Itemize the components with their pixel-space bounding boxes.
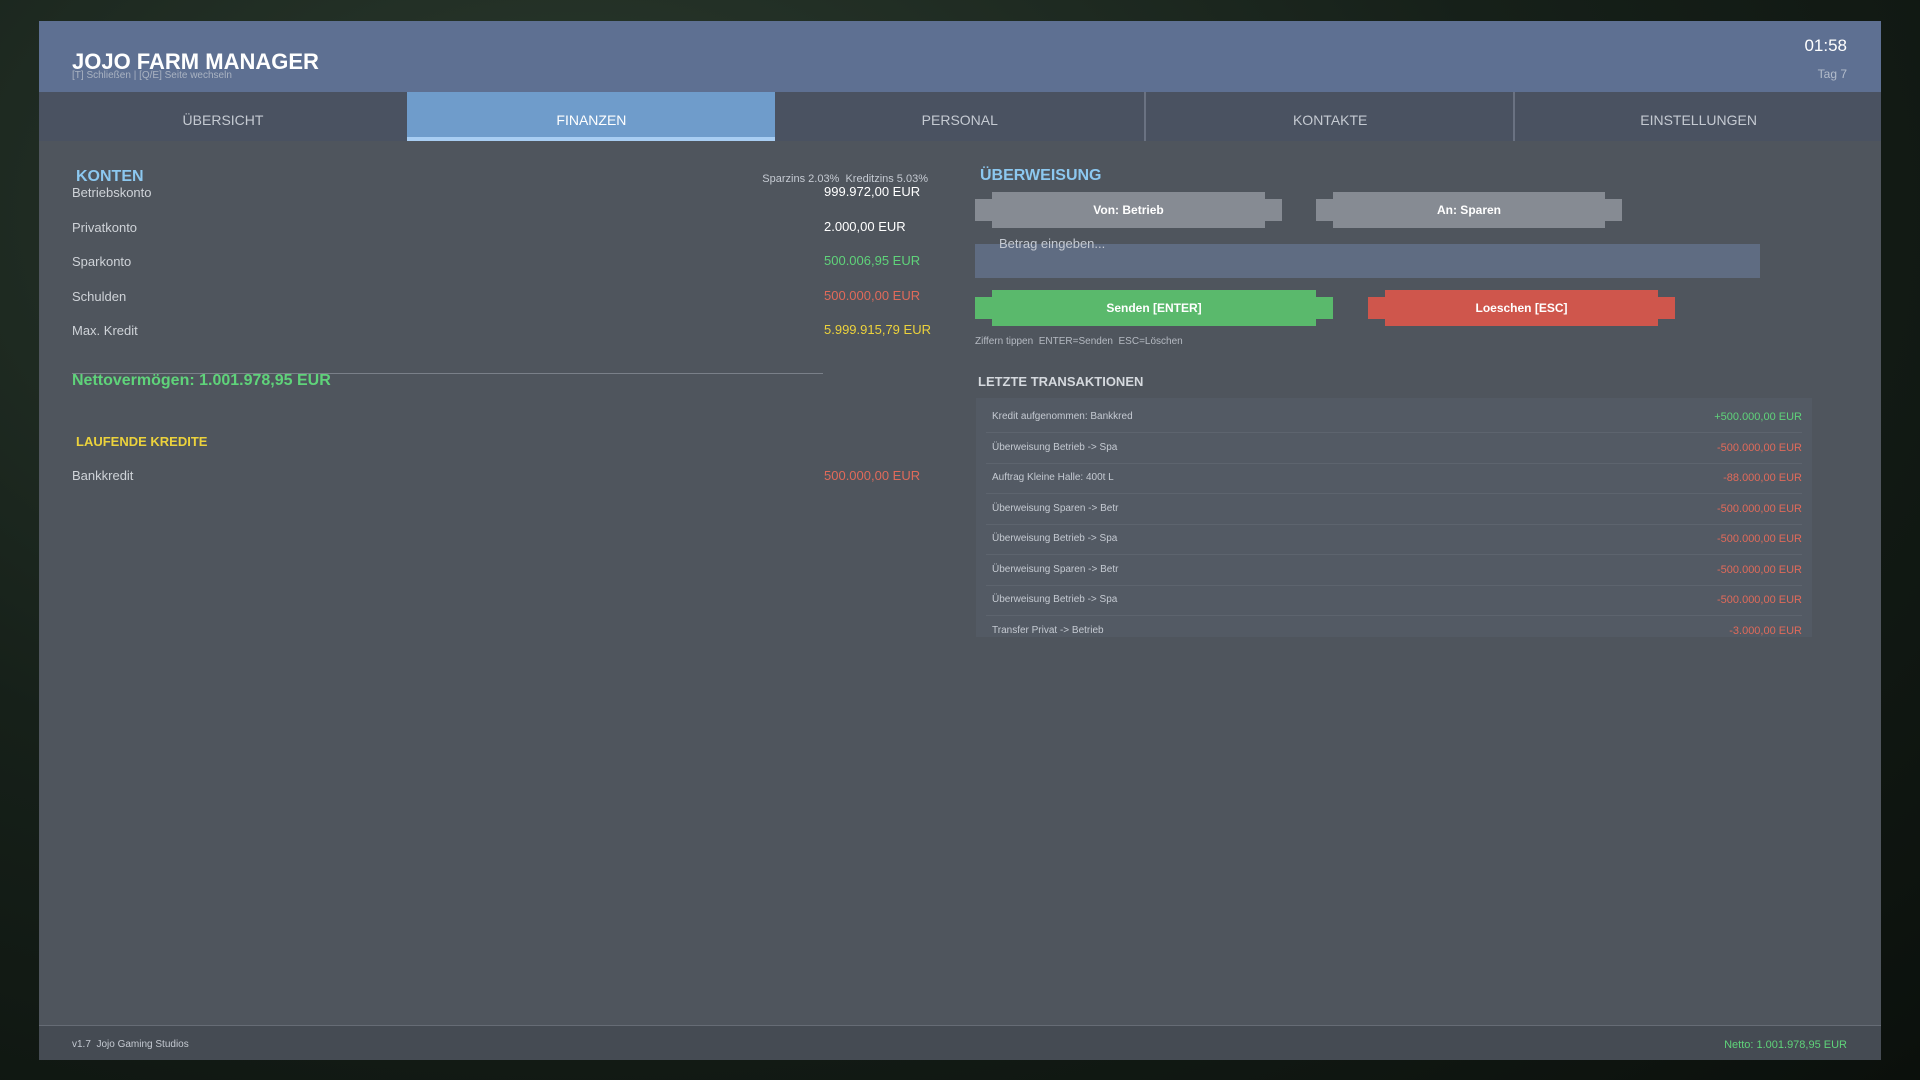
account-label: Privatkonto: [72, 219, 138, 235]
account-label: Schulden: [72, 288, 127, 304]
version: v1.7 Jojo Gaming Studios: [72, 1039, 189, 1050]
clock: 01:58: [1804, 36, 1847, 55]
transaction-amount: -500.000,00 EUR: [1717, 563, 1802, 576]
row-divider: [986, 554, 1802, 555]
rates: Sparzins 2.03% Kreditzins 5.03%: [762, 173, 928, 185]
transaction-amount: +500.000,00 EUR: [1714, 411, 1802, 423]
account-value: 5.999.915,79 EUR: [824, 322, 931, 337]
transaction-amount: -3.000,00 EUR: [1729, 624, 1802, 637]
manager-panel: JOJO FARM MANAGER [T] Schließen | [Q/E] …: [39, 21, 1881, 1060]
transaction-label: Transfer Privat -> Betrieb: [992, 624, 1104, 636]
input-placeholder: Betrag eingeben...: [999, 236, 1106, 251]
button-label: Von: Betrieb: [992, 192, 1265, 228]
transaction-label: Überweisung Betrieb -> Spa: [992, 441, 1118, 453]
button-label: Loeschen [ESC]: [1385, 290, 1658, 326]
tab[interactable]: PERSONAL: [921, 112, 998, 128]
row-divider: [986, 493, 1802, 494]
transaction-label: Überweisung Betrieb -> Spa: [992, 533, 1118, 544]
loan-label: Bankkredit: [72, 468, 134, 483]
tab[interactable]: EINSTELLUNGEN: [1512, 92, 1883, 141]
app-title: JOJO FARM MANAGER: [72, 49, 319, 74]
account-value: 500.000,00 EUR: [824, 287, 921, 303]
loan-value: 500.000,00 EUR: [824, 468, 921, 483]
account-label: Sparkonto: [72, 254, 132, 269]
account-value: 500.006,95 EUR: [824, 253, 921, 268]
from-button[interactable]: Von: Betrieb: [975, 192, 1282, 228]
amount-input[interactable]: [975, 244, 1760, 278]
row-divider: [986, 523, 1802, 525]
section-title: KONTEN: [76, 168, 144, 185]
footer: v1.7 Jojo Gaming Studios Netto: 1.001.97…: [39, 1025, 1881, 1060]
button-label: An: Sparen: [1333, 192, 1605, 228]
transaction-label: Auftrag Kleine Halle: 400t L: [992, 472, 1114, 483]
input-hint: Ziffern tippen ENTER=Senden ESC=Löschen: [975, 336, 1183, 347]
footer-net: Netto: 1.001.978,95 EUR: [1724, 1039, 1847, 1051]
button-label: Senden [ENTER]: [992, 290, 1316, 326]
tab[interactable]: KONTAKTE: [1144, 92, 1514, 141]
tab[interactable]: FINANZEN: [407, 92, 776, 141]
transaction-amount: -500.000,00 EUR: [1717, 502, 1802, 515]
account-value: 999.972,00 EUR: [824, 184, 921, 199]
account-label: Max. Kredit: [72, 323, 138, 338]
section-title: ÜBERWEISUNG: [980, 167, 1102, 184]
net-worth: Nettovermögen: 1.001.978,95 EUR: [72, 372, 331, 389]
transaction-amount: -500.000,00 EUR: [1717, 594, 1802, 606]
header: JOJO FARM MANAGER [T] Schließen | [Q/E] …: [39, 21, 1881, 92]
transaction-list: Kredit aufgenommen: Bankkred +500.000,00 …: [976, 398, 1812, 637]
account-value: 2.000,00 EUR: [824, 218, 906, 234]
day: Tag 7: [1817, 67, 1847, 81]
account-label: Betriebskonto: [72, 185, 152, 200]
transaction-amount: -500.000,00 EUR: [1717, 533, 1802, 545]
clear-button[interactable]: Loeschen [ESC]: [1368, 290, 1675, 326]
tab[interactable]: ÜBERSICHT: [182, 112, 264, 128]
tab-bar: ÜBERSICHT FINANZEN PERSONAL KONTAKTE EINSTEL…: [39, 92, 1881, 141]
transaction-amount: -500.000,00 EUR: [1717, 441, 1802, 454]
to-button[interactable]: An: Sparen: [1316, 192, 1622, 228]
row-divider: [986, 462, 1802, 464]
section-title: LETZTE TRANSAKTIONEN: [978, 374, 1144, 389]
row-divider: [986, 584, 1802, 586]
row-divider: [986, 432, 1802, 433]
separator: [72, 373, 823, 374]
transaction-label: Kredit aufgenommen: Bankkred: [992, 411, 1133, 422]
transaction-label: Überweisung Sparen -> Betr: [992, 502, 1119, 514]
send-button[interactable]: Senden [ENTER]: [975, 290, 1333, 326]
transaction-amount: -88.000,00 EUR: [1723, 472, 1802, 484]
section-title: LAUFENDE KREDITE: [76, 434, 208, 449]
key-hint: [T] Schließen | [Q/E] Seite wechseln: [72, 70, 232, 81]
row-divider: [986, 615, 1802, 616]
transaction-label: Überweisung Sparen -> Betr: [992, 563, 1119, 575]
transaction-label: Überweisung Betrieb -> Spa: [992, 594, 1118, 605]
